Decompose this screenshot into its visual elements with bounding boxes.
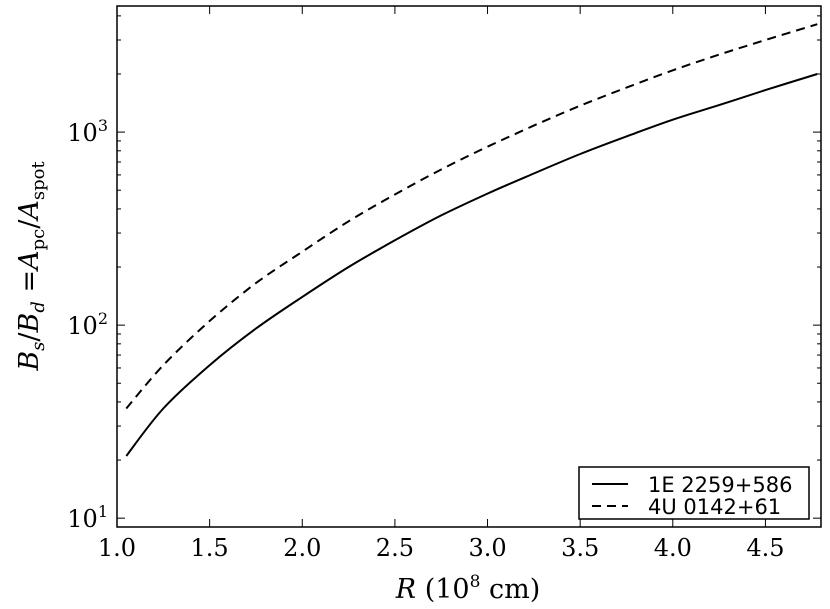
y-axis-label: Bs/Bd =Apc/Aspot <box>14 161 49 372</box>
x-tick-label: 2.0 <box>283 534 321 562</box>
y-tick-label: 102 <box>67 309 108 340</box>
x-tick-label: 1.0 <box>98 534 136 562</box>
x-axis-label: R (108 cm) <box>395 572 541 605</box>
x-tick-label: 3.5 <box>561 534 599 562</box>
series-group <box>125 23 818 457</box>
x-tick-label: 4.0 <box>654 534 692 562</box>
legend-label-2: 4U 0142+61 <box>648 495 781 519</box>
x-tick-label: 3.0 <box>468 534 506 562</box>
x-tick-label: 4.5 <box>746 534 784 562</box>
y-tick-label: 101 <box>67 502 108 533</box>
x-tick-label: 1.5 <box>191 534 229 562</box>
plot-frame <box>116 5 822 528</box>
y-tick-label: 103 <box>67 116 108 147</box>
series-line-1 <box>125 73 818 457</box>
legend: 1E 2259+586 4U 0142+61 <box>578 466 810 520</box>
legend-label-1: 1E 2259+586 <box>648 473 792 497</box>
ticks: 1.0 1.5 2.0 2.5 3.0 3.5 4.0 4.5 101 102 103 <box>67 6 821 562</box>
legend-box <box>578 466 810 520</box>
x-tick-label: 2.5 <box>376 534 414 562</box>
series-line-2 <box>125 23 818 410</box>
